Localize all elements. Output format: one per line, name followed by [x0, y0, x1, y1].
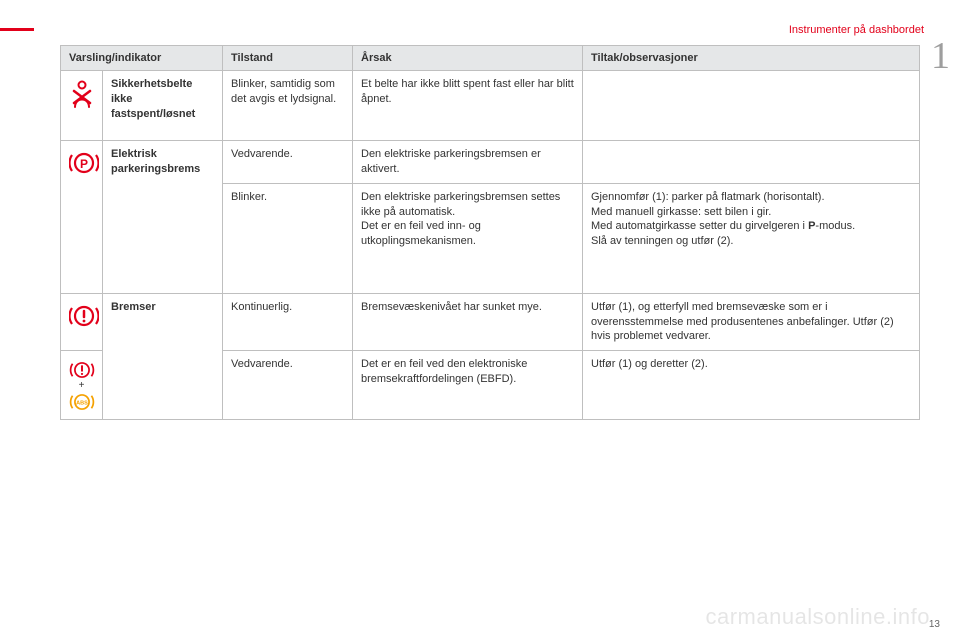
col-state: Tilstand — [223, 46, 353, 71]
brakes-fluid-action: Utfør (1), og etterfyll med bremsevæske … — [583, 293, 920, 351]
table-row: Sikkerhetsbelte ikke fastspent/løsnet Bl… — [61, 71, 920, 141]
epb-action-l3a: Med automatgirkasse setter du girvelgere… — [591, 220, 808, 232]
seatbelt-cause: Et belte har ikke blitt spent fast eller… — [353, 71, 583, 141]
brakes-ebfd-cause: Det er en feil ved den elektroniske brem… — [353, 351, 583, 420]
parking-brake-icon: P — [61, 141, 103, 294]
brakes-fluid-cause: Bremsevæskenivået har sunket mye. — [353, 293, 583, 351]
table-row: Bremser Kontinuerlig. Bremsevæskenivået … — [61, 293, 920, 351]
epb-action-l4: Slå av tenningen og utfør (2). — [591, 235, 733, 247]
brakes-name: Bremser — [111, 301, 156, 313]
seatbelt-icon — [61, 71, 103, 141]
table-header-row: Varsling/indikator Tilstand Årsak Tiltak… — [61, 46, 920, 71]
chapter-number: 1 — [931, 34, 950, 78]
col-cause: Årsak — [353, 46, 583, 71]
svg-text:P: P — [80, 157, 88, 171]
epb-on-action — [583, 141, 920, 184]
epb-fault-state: Blinker. — [223, 183, 353, 293]
brake-warning-icon — [61, 293, 103, 351]
section-label: Instrumenter på dashbordet — [789, 24, 924, 36]
brake-abs-combined-icon: + ABS — [61, 351, 103, 420]
page-number: 13 — [929, 619, 940, 630]
epb-on-state: Vedvarende. — [223, 141, 353, 184]
watermark: carmanualsonline.info — [705, 604, 930, 630]
epb-on-cause: Den elektriske parkeringsbremsen er akti… — [353, 141, 583, 184]
seatbelt-action — [583, 71, 920, 141]
col-action: Tiltak/observasjoner — [583, 46, 920, 71]
warning-table: Varsling/indikator Tilstand Årsak Tiltak… — [60, 45, 920, 420]
svg-text:ABS: ABS — [76, 401, 88, 407]
brakes-ebfd-state: Vedvarende. — [223, 351, 353, 420]
epb-fault-cause: Den elektriske parkeringsbremsen settes … — [353, 183, 583, 293]
seatbelt-state: Blinker, samtidig som det avgis et lydsi… — [223, 71, 353, 141]
plus-symbol: + — [69, 381, 94, 391]
table-row: P Elektrisk parkeringsbrems Vedvarende. … — [61, 141, 920, 184]
epb-fault-action: Gjennomfør (1): parker på flatmark (hori… — [583, 183, 920, 293]
epb-action-l2: Med manuell girkasse: sett bilen i gir. — [591, 206, 771, 218]
epb-action-l3c: -modus. — [815, 220, 855, 232]
accent-bar — [0, 28, 34, 31]
epb-name: Elektrisk parkeringsbrems — [111, 148, 200, 175]
seatbelt-name: Sikkerhetsbelte ikke fastspent/løsnet — [111, 78, 195, 120]
brakes-fluid-state: Kontinuerlig. — [223, 293, 353, 351]
brakes-ebfd-action: Utfør (1) og deretter (2). — [583, 351, 920, 420]
epb-action-l1: Gjennomfør (1): parker på flatmark (hori… — [591, 191, 825, 203]
col-indicator: Varsling/indikator — [61, 46, 223, 71]
